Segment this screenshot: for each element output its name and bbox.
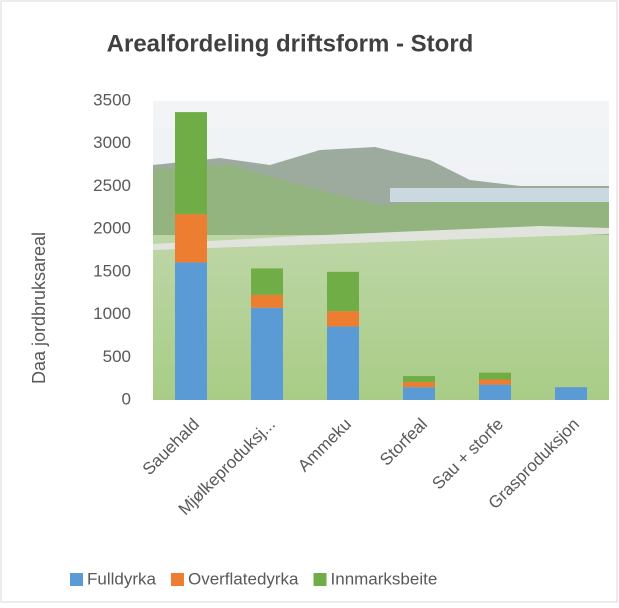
chart-title: Arealfordeling driftsform - Stord — [107, 30, 474, 57]
bar-segment — [479, 385, 511, 400]
y-tick-label: 2000 — [93, 219, 131, 238]
bar-segment — [479, 379, 511, 384]
y-tick-label: 0 — [122, 389, 131, 408]
legend-label: Overflatedyrka — [188, 569, 299, 588]
bar-segment — [251, 268, 283, 294]
bar-segment — [327, 327, 359, 400]
bar-segment — [327, 311, 359, 326]
y-tick-label: 2500 — [93, 176, 131, 195]
bar-segment — [479, 373, 511, 380]
bar-segment — [175, 214, 207, 262]
bar-segment — [175, 262, 207, 400]
bar-segment — [175, 112, 207, 214]
legend-label: Innmarksbeite — [331, 569, 438, 588]
y-tick-label: 1500 — [93, 261, 131, 280]
page: {"chart_data": {"type": "stacked-bar", "… — [0, 0, 619, 608]
bar-segment — [327, 272, 359, 311]
y-tick-label: 1000 — [93, 304, 131, 323]
bar-segment — [403, 382, 435, 387]
bar-segment — [403, 387, 435, 400]
legend-label: Fulldyrka — [87, 569, 157, 588]
bar-segment — [403, 376, 435, 382]
bar-segment — [251, 295, 283, 308]
plot-background-photo — [153, 101, 609, 400]
chart: Arealfordeling driftsform - Stord Daa jo… — [0, 0, 619, 603]
legend-swatch — [314, 573, 327, 586]
bar-segment — [251, 308, 283, 400]
y-tick-label: 3500 — [93, 90, 131, 109]
y-tick-label: 3000 — [93, 133, 131, 152]
y-axis-label: Daa jordbruksareal — [29, 232, 49, 384]
legend-swatch — [70, 573, 83, 586]
bar-segment — [555, 387, 587, 400]
legend-swatch — [171, 573, 184, 586]
y-tick-label: 500 — [103, 347, 131, 366]
